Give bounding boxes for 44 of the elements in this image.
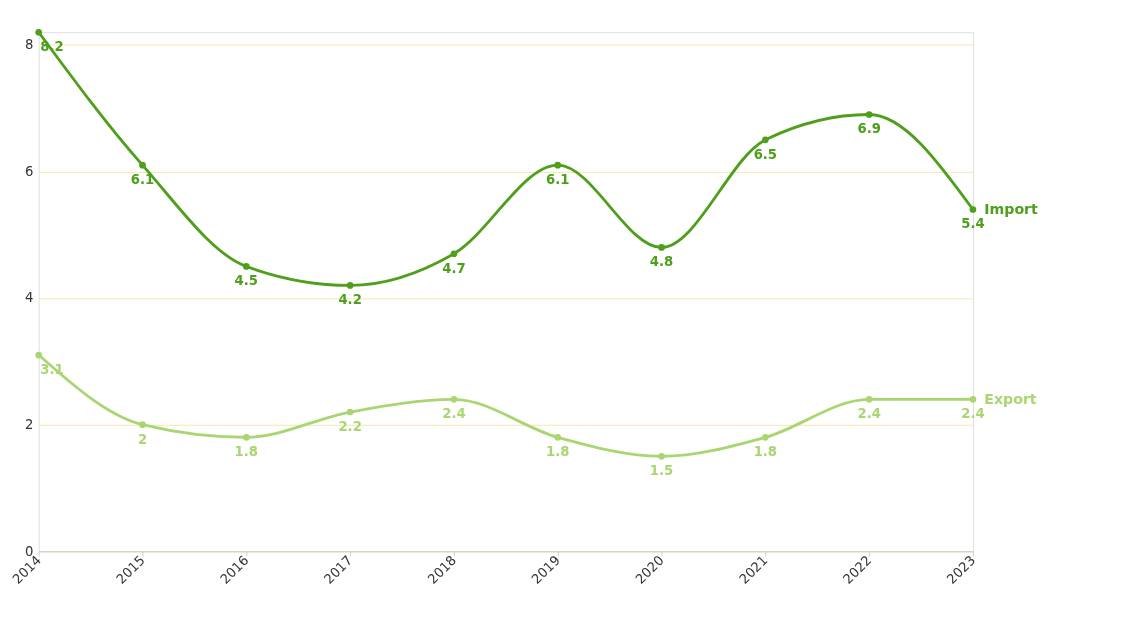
data-label: 2.2 (338, 418, 362, 434)
y-tick-label: 6 (25, 163, 34, 179)
point (969, 206, 977, 213)
data-label: 1.8 (546, 444, 570, 460)
data-label: 4.8 (649, 254, 674, 270)
point (554, 434, 562, 441)
data-label: 6.9 (857, 121, 881, 137)
point (139, 421, 146, 429)
data-label: 4.7 (442, 260, 466, 276)
data-label: 5.4 (961, 216, 985, 232)
data-label: 4.2 (338, 292, 362, 308)
data-label: 2.4 (857, 406, 881, 422)
data-label: 1.5 (649, 463, 674, 479)
point (969, 396, 977, 403)
point (865, 111, 873, 118)
data-label: 2 (137, 431, 148, 447)
point (865, 396, 873, 403)
data-label: 6.1 (546, 172, 570, 188)
data-label: 6.1 (130, 172, 155, 188)
y-tick-label: 4 (25, 290, 34, 306)
point (346, 282, 354, 289)
point (450, 396, 458, 403)
point (242, 263, 250, 270)
y-tick-label: 2 (25, 416, 34, 432)
data-label: 2.4 (442, 406, 466, 422)
data-label: 1.8 (753, 444, 778, 460)
point (762, 136, 769, 144)
point (554, 161, 562, 169)
data-label: 4.5 (234, 273, 258, 289)
data-label: 2.4 (961, 406, 985, 422)
point (658, 453, 665, 460)
data-label: 1.8 (234, 444, 258, 460)
point (242, 434, 250, 441)
point (658, 244, 665, 251)
point (762, 434, 769, 441)
y-tick-label: 8 (25, 37, 34, 53)
point (450, 250, 458, 258)
series-label: Import (984, 201, 1039, 218)
point (139, 161, 146, 169)
data-label: 6.5 (753, 146, 778, 162)
point (35, 351, 43, 359)
series-label: Export (984, 391, 1037, 408)
point (35, 28, 43, 36)
point (346, 408, 354, 416)
